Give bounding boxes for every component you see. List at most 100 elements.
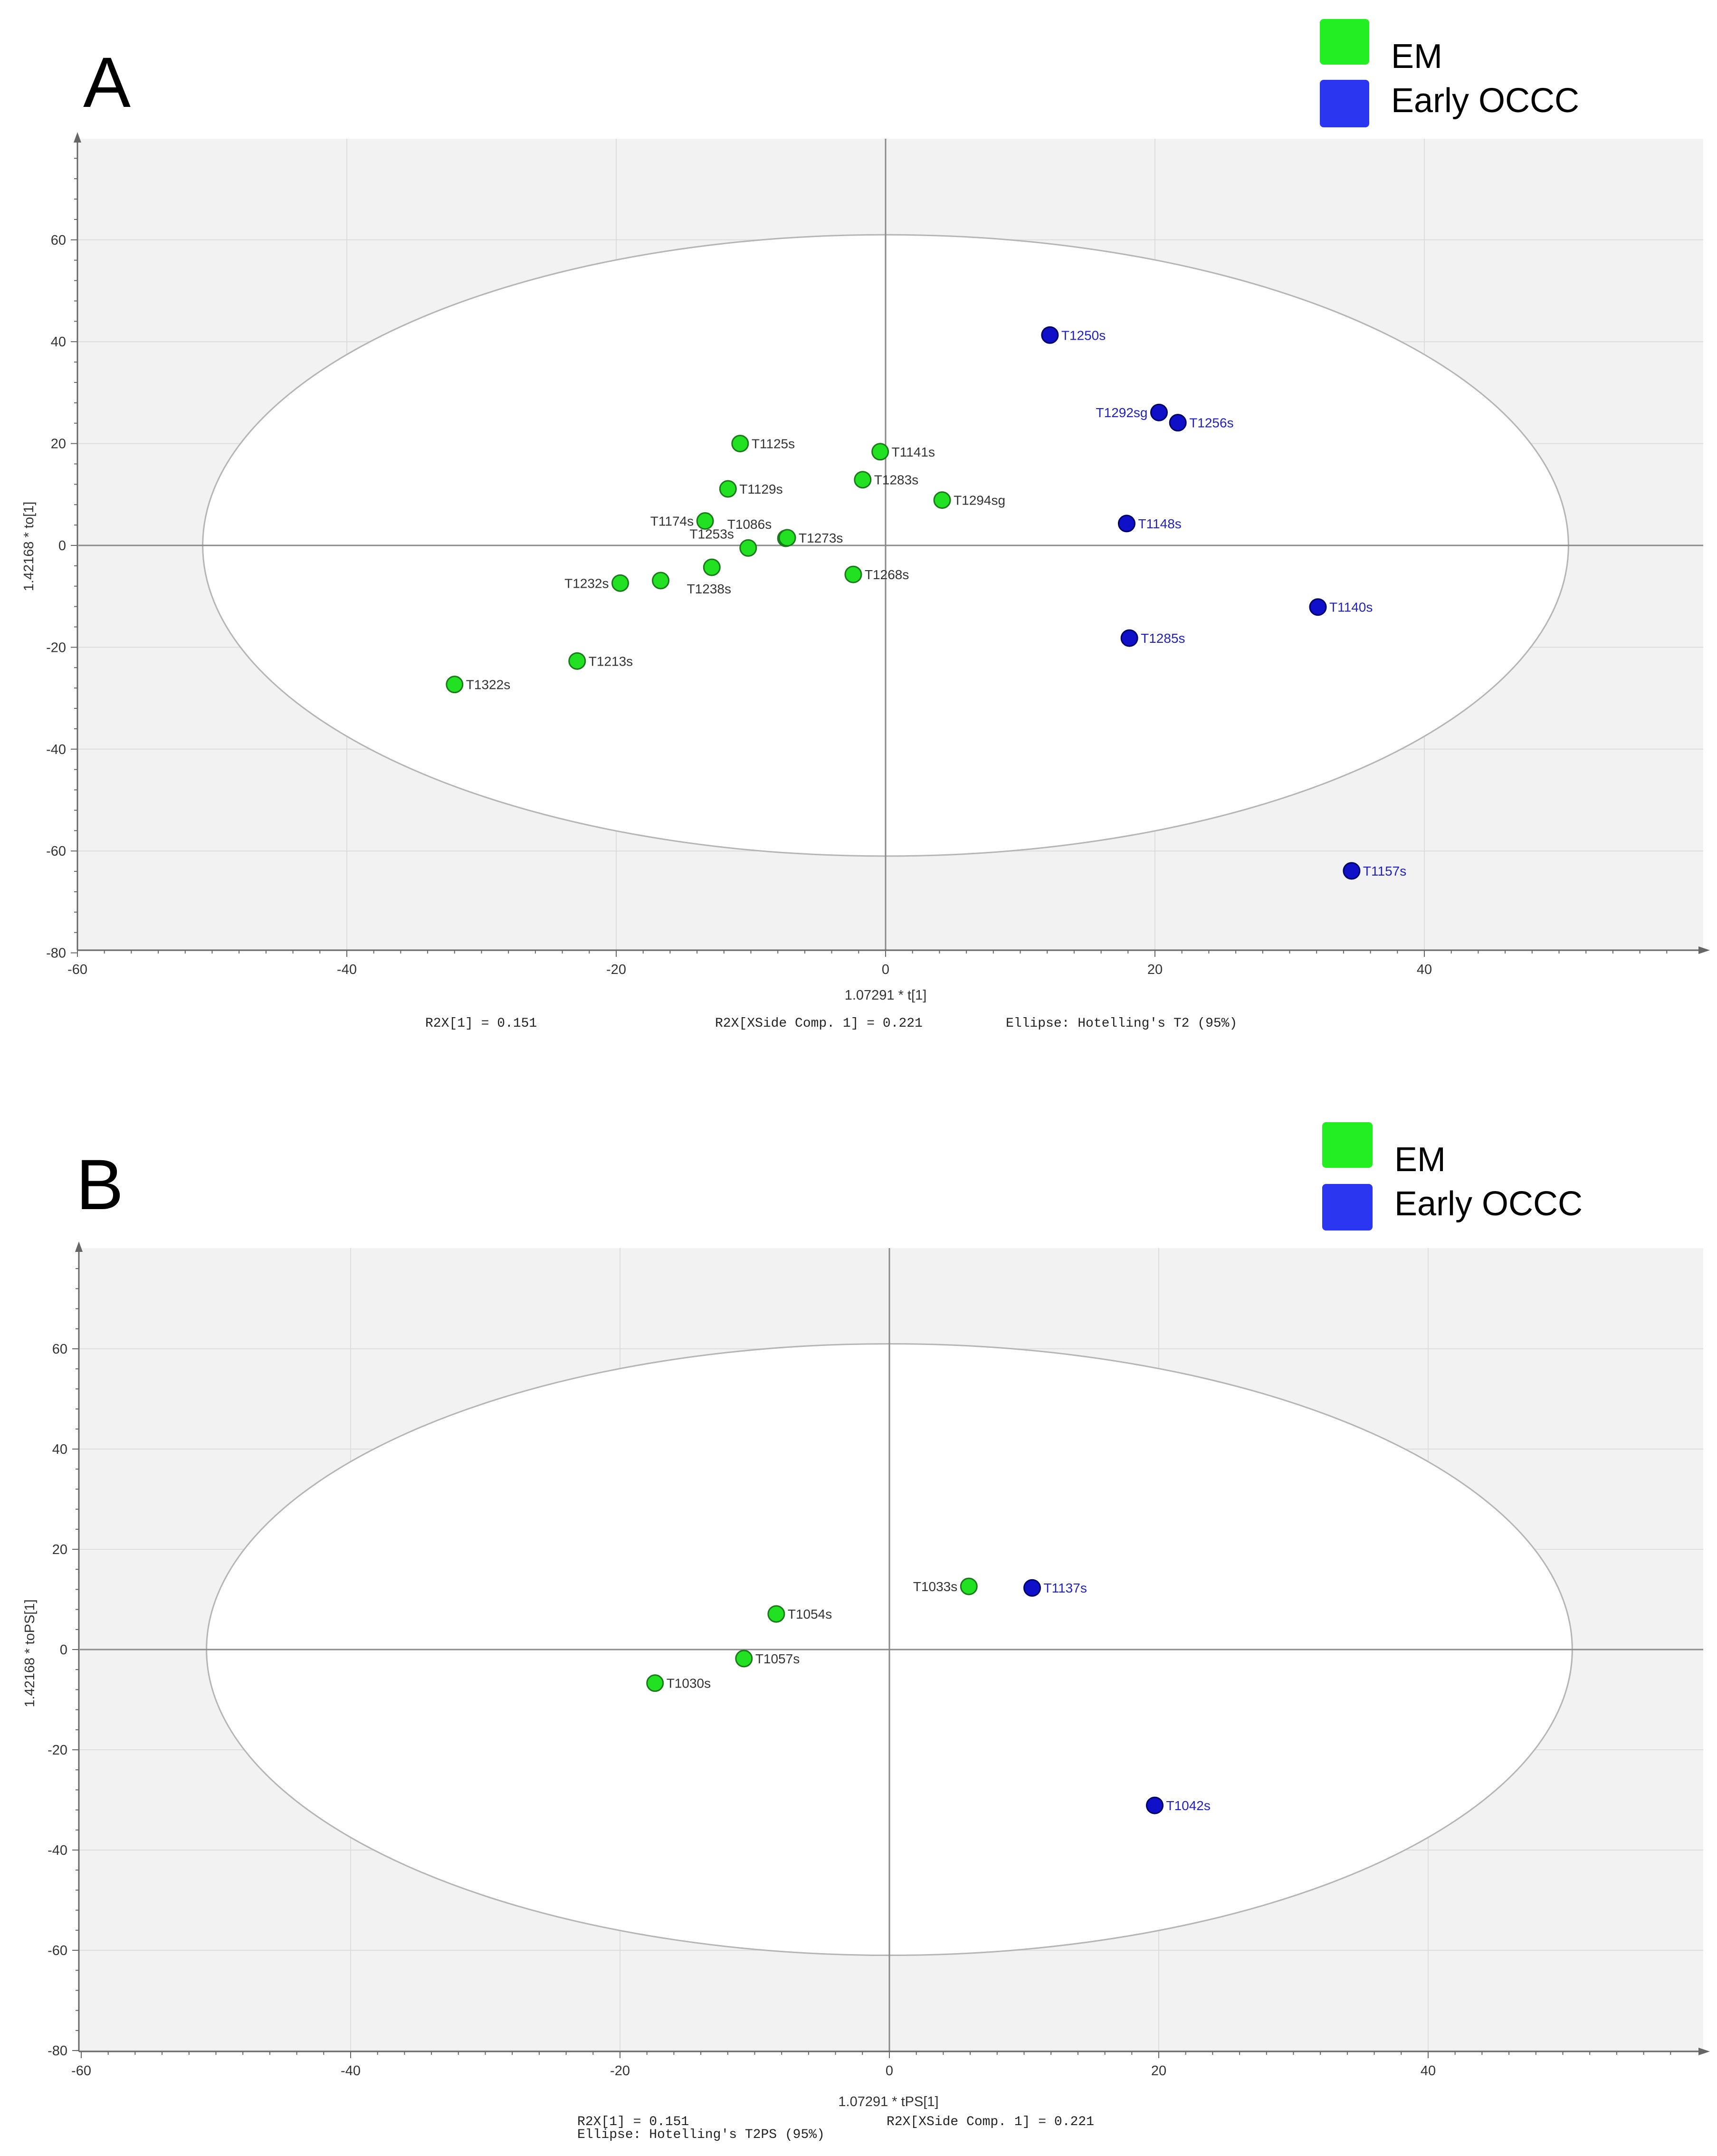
panel-a-point-em [568, 652, 586, 670]
panel-b-plot: -60 -40 -20 0 20 406040200-20-40-60-80T1033sT… [48, 1241, 1710, 2079]
panel-a-point-label: T1273s [799, 531, 843, 545]
panel-b-x-tick-label: -40 [341, 2063, 361, 2079]
panel-a-point-em [871, 443, 889, 461]
panel-a-point-em [778, 529, 796, 547]
panel-b-x-tick-label: 40 [1421, 2063, 1436, 2079]
panel-b-y-axis-title: 1.42168 * toPS[1] [22, 1599, 38, 1707]
panel-b-point-early-occc [1023, 1579, 1041, 1597]
panel-a-point-em [703, 558, 721, 576]
panel-a-x-tick-label: -20 [606, 962, 626, 977]
panel-b-point-label: T1042s [1166, 1798, 1210, 1813]
legend-swatch-em [1320, 19, 1369, 65]
panel-b: B EM Early OCCC -60 -40 -20 0 20 40 60 40 20 0 -20… [22, 1122, 1710, 2142]
panel-a-point-early-occc [1343, 862, 1361, 880]
legend-label-em: EM [1391, 38, 1442, 76]
panel-a-x-tick-label: 40 [1417, 962, 1432, 977]
panel-a-point-early-occc [1041, 326, 1059, 344]
panel-a-point-label: T1086s [727, 517, 772, 532]
panel-a-point-label: T1238s [687, 582, 731, 596]
panel-a-point-em [611, 574, 630, 592]
panel-a-x-axis-arrow [1698, 946, 1710, 954]
panel-a-x-tick-label: 20 [1147, 962, 1163, 977]
panel-b-footer-ellipse: Ellipse: Hotelling's T2PS (95%) [577, 2127, 825, 2142]
panel-a-point-label: T1148s [1138, 516, 1181, 531]
panel-a-y-axis-title: 1.42168 * to[1] [21, 502, 37, 591]
panel-b-y-tick-label: -80 [48, 2043, 67, 2059]
panel-a-point-label: T1322s [466, 677, 510, 692]
panel-b-footer-r2x: R2X[1] = 0.151 [577, 2115, 689, 2129]
panel-a-y-tick-label: -40 [46, 742, 66, 757]
panel-a-x-tick-label: -60 [67, 962, 87, 977]
panel-a-footer: R2X[1] = 0.151 R2X[XSide Comp. 1] = 0.22… [425, 1016, 1237, 1031]
panel-a-point-em [844, 565, 862, 583]
panel-b-y-tick-label: -40 [48, 1843, 67, 1858]
panel-a-x-tick-label: 0 [882, 962, 889, 977]
legend-swatch-early-occc [1320, 80, 1369, 127]
panel-a-point-early-occc [1169, 414, 1187, 432]
panel-a-point-early-occc [1120, 629, 1138, 647]
panel-a-point-em [696, 512, 714, 530]
panel-b-letter: B [76, 1145, 124, 1224]
panel-a-point-label: T1141s [892, 445, 935, 459]
panel-a-y-tick-label: 40 [51, 334, 66, 350]
legend-label-em: EM [1394, 1141, 1446, 1179]
panel-a-point-label: T1140s [1329, 600, 1373, 615]
legend-label-early-occc: Early OCCC [1391, 82, 1579, 120]
panel-b-x-tick-label: -60 [71, 2063, 91, 2079]
legend-label-early-occc: Early OCCC [1394, 1185, 1583, 1223]
panel-a-point-label: T1294sg [954, 493, 1005, 508]
panel-a-point-em [739, 539, 757, 557]
panel-a-legend: EM Early OCCC [1320, 19, 1579, 127]
panel-b-point-label: T1033s [913, 1579, 957, 1594]
panel-a-y-tick-label: -60 [46, 844, 66, 859]
panel-b-x-tick-label: 0 [886, 2063, 893, 2079]
panel-b-legend: EM Early OCCC [1322, 1122, 1583, 1231]
panel-b-y-tick-label: 0 [60, 1642, 67, 1658]
panel-a-point-em [446, 676, 464, 694]
panel-a-y-tick-label: -20 [46, 640, 66, 655]
panel-b-footer-r2x-xside: R2X[XSide Comp. 1] = 0.221 [887, 2115, 1094, 2129]
panel-b-x-tick-label: 20 [1151, 2063, 1166, 2079]
panel-a-y-tick-label: 60 [51, 233, 66, 248]
panel-b-point-em [960, 1577, 978, 1595]
panel-a-footer-r2x-xside: R2X[XSide Comp. 1] = 0.221 [715, 1016, 923, 1031]
panel-b-point-em [646, 1674, 664, 1692]
panel-a-y-tick-label: -80 [46, 946, 66, 961]
panel-b-y-tick-label: 60 [52, 1342, 67, 1357]
panel-a-point-label: T1129s [739, 482, 782, 496]
panel-a-point-em [731, 435, 749, 453]
panel-a-point-label: T1268s [865, 567, 909, 582]
panel-a-footer-r2x: R2X[1] = 0.151 [425, 1016, 537, 1031]
panel-b-x-axis-title: 1.07291 * tPS[1] [838, 2094, 938, 2109]
panel-a-footer-ellipse: Ellipse: Hotelling's T2 (95%) [1006, 1016, 1237, 1031]
panel-b-point-early-occc [1145, 1796, 1164, 1814]
panel-b-point-em [735, 1650, 753, 1668]
panel-a-point-label: T1174s [650, 514, 694, 529]
panel-a-point-label: T1283s [874, 473, 918, 487]
panel-a-x-axis-title: 1.07291 * t[1] [845, 988, 927, 1003]
panel-b-y-tick-label: 40 [52, 1442, 67, 1457]
panel-a-point-label: T1292sg [1096, 405, 1148, 420]
panel-b-x-axis-arrow [1698, 2048, 1710, 2055]
panel-b-y-tick-label: -60 [48, 1943, 67, 1958]
panel-a-y-tick-label: 0 [58, 538, 66, 553]
panel-a-point-label: T1157s [1363, 864, 1406, 878]
panel-a-point-label: T1285s [1141, 631, 1185, 646]
panel-a-point-label: T1213s [589, 654, 633, 668]
panel-a-letter: A [83, 42, 131, 122]
panel-a-point-early-occc [1117, 515, 1135, 533]
panel-b-x-tick-label: -20 [610, 2063, 630, 2079]
panel-a: A EM Early OCCC -60 -40 -20 0 20 40 60 40 20 0 -20… [21, 19, 1710, 1031]
panel-a-point-label: T1250s [1061, 328, 1106, 343]
panel-a-point-label: T1253s [689, 526, 734, 541]
panel-a-point-em [854, 471, 872, 489]
panel-b-footer: R2X[1] = 0.151 R2X[XSide Comp. 1] = 0.22… [577, 2115, 1094, 2142]
panel-b-point-em [767, 1605, 785, 1623]
panel-b-y-tick-label: 20 [52, 1542, 67, 1557]
panel-a-point-em [933, 491, 951, 509]
panel-b-point-label: T1137s [1044, 1581, 1087, 1595]
panel-a-y-axis-arrow [74, 132, 81, 143]
panel-a-point-label: T1232s [564, 576, 609, 591]
panel-a-y-tick-label: 20 [51, 437, 66, 452]
